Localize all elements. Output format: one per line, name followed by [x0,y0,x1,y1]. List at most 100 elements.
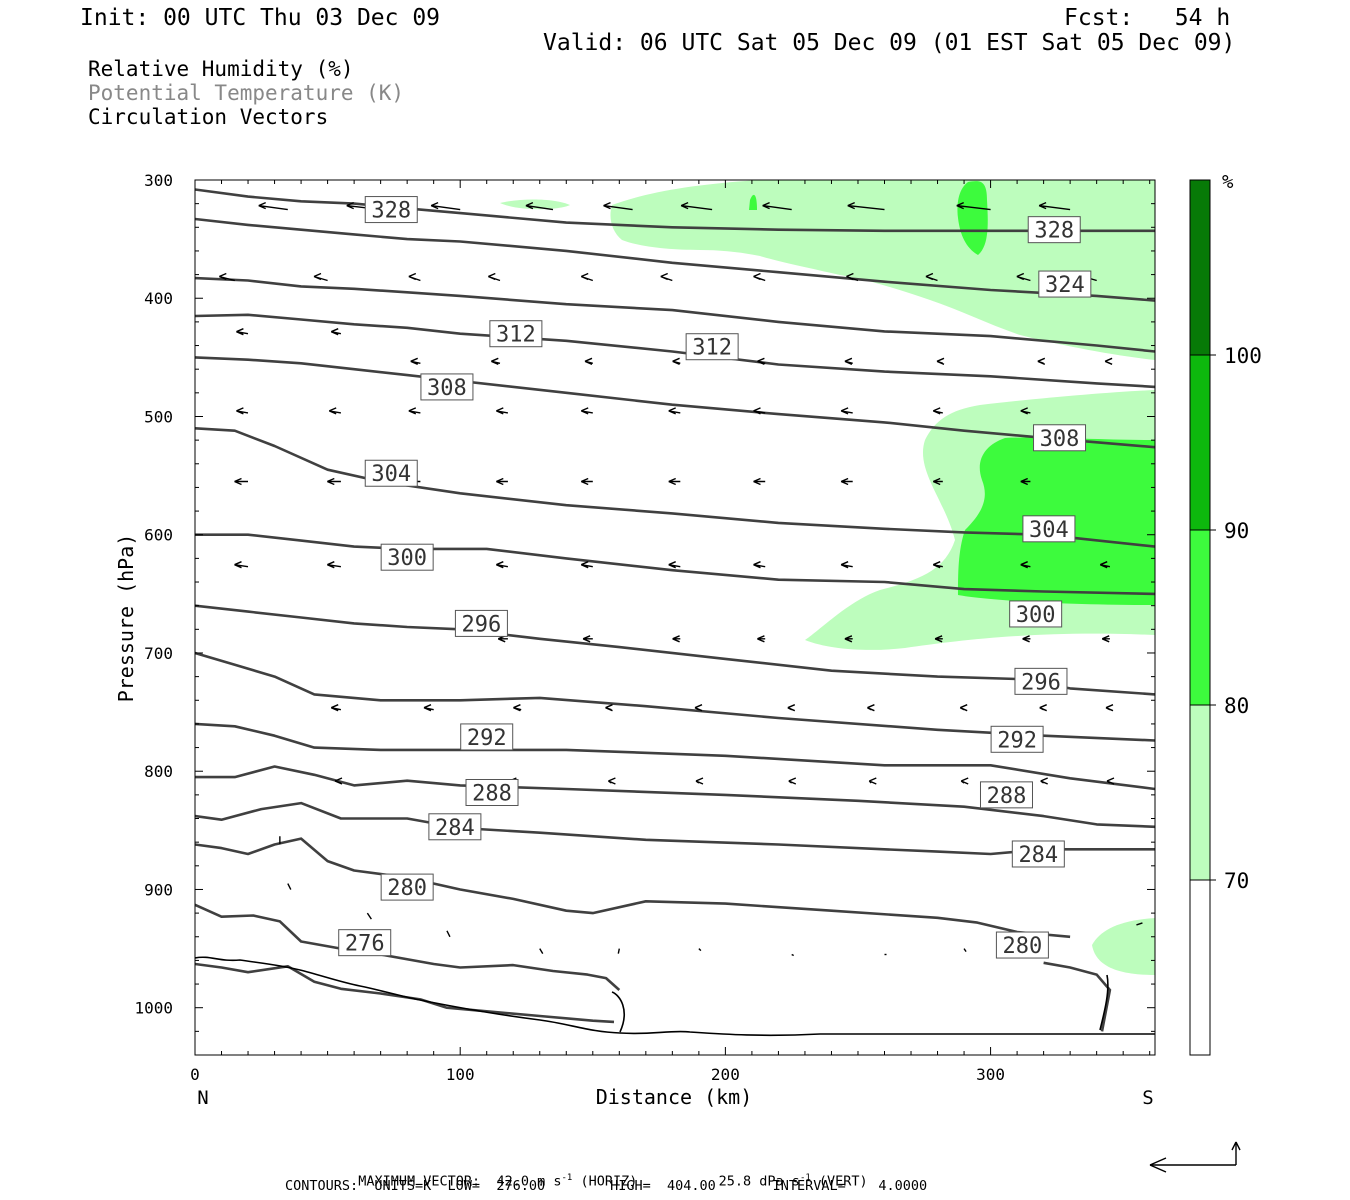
contour-label: 312 [496,323,536,348]
wind-vector [672,357,681,365]
wind-vector [617,948,620,954]
wind-vector [1038,201,1071,211]
wind-vector [660,272,673,282]
contour-label-box [465,779,519,806]
wind-vector [539,948,544,954]
wind-vector [960,777,969,785]
colorbar-segment [1189,879,1211,1056]
wind-vector [925,272,938,282]
contour-label: 276 [345,932,385,957]
colorbar-segment [1189,179,1211,356]
wind-vector [1020,477,1031,486]
y-tick-label: 500 [144,407,173,426]
contour-label-box [380,873,434,901]
wind-vector [1016,272,1031,282]
wind-vector [334,777,343,785]
wind-vector [757,357,766,365]
theta-contour-332 [195,188,1155,233]
contour-label: 324 [1045,273,1085,298]
theta-contour-288 [195,801,1155,856]
wind-vector [668,477,681,486]
wind-vector [791,953,794,957]
colorbar-segment [1189,529,1211,706]
wind-vector [234,561,249,569]
wind-vector [327,561,342,569]
contour-label-box [1033,424,1087,452]
wind-vector [525,201,554,211]
colorbar-level-label: 70 [1224,869,1249,893]
wind-vector [1104,357,1113,365]
contour-label: 308 [427,376,467,401]
wind-vector [846,272,859,282]
wind-vector [582,635,593,643]
contour-label: 300 [1016,603,1056,628]
contour-label: 292 [997,728,1037,753]
max-vector-label: MAXIMUM VECTOR: [358,1173,481,1189]
contour-label-box [428,813,482,841]
wind-vector [446,930,451,938]
wind-vector [959,704,968,712]
x-tick-label: 100 [446,1065,475,1084]
wind-vector [936,357,945,365]
theta-contour-276 [195,962,615,1024]
wind-vector [847,201,885,211]
wind-vector [668,561,681,569]
rh-70-region-small [500,199,570,210]
horiz-tag: (HORIZ) [580,1173,638,1189]
colorbar-segment [1189,354,1211,531]
wind-vector [258,201,288,211]
theta-contour-308 [195,533,1155,596]
wind-vector [695,777,704,785]
wind-vector [698,948,702,952]
wind-vector [753,561,766,569]
circulation-vectors [195,201,1143,957]
wind-vector [605,704,613,712]
theta-contour-300 [195,651,1155,742]
wind-vector [868,777,877,785]
wind-vector [408,407,421,415]
wind-vector [1022,635,1031,643]
rh-80-region-upper [957,181,988,255]
contour-label-box [420,373,474,401]
legend-rh: Relative Humidity (%) [88,57,354,81]
colorbar-level-label: 100 [1224,344,1262,368]
wind-vector [668,407,681,415]
y-tick-label: 400 [144,289,173,308]
wind-vector [496,407,509,415]
wind-vector [496,561,509,569]
wind-vector [491,357,501,365]
valid-time: Valid: 06 UTC Sat 05 Dec 09 (01 EST Sat … [543,30,1236,56]
wind-vector [1037,357,1046,365]
x-tick-label: 300 [976,1065,1005,1084]
wind-vector [488,272,501,282]
wind-vector [584,357,593,365]
wind-vector [753,407,766,415]
wind-vector [1020,407,1031,415]
theta-contour-296 [195,722,1155,791]
max-vector-vert: 25.8 dPa s [718,1173,800,1189]
theta-contour-316 [195,356,1155,449]
wind-vector [410,357,421,365]
contour-label: 328 [1034,219,1074,244]
contour-label-box [1009,600,1063,628]
wind-vector [580,561,593,569]
wind-vector [366,912,372,920]
terrain-outline [195,956,1155,1037]
vert-tag: (VERT) [818,1173,868,1189]
wind-vector [844,635,853,643]
y-axis-title: Pressure (hPa) [114,534,138,703]
theta-contour-280 [195,903,621,991]
colorbar-level-label: 80 [1224,694,1249,718]
contour-label-box [380,543,434,571]
contour-label: 284 [435,816,475,841]
axis-ticks [194,179,1155,1056]
wind-vector [608,777,616,785]
wind-vector [287,883,292,890]
wind-vector [840,561,853,569]
contour-label-box [364,196,418,224]
wind-vector [932,477,943,486]
x-end-label-left: N [197,1087,208,1109]
colorbar-level-label: 90 [1224,519,1249,543]
forecast-hour: Fcst: 54 h [1064,5,1231,31]
wind-vector [757,635,766,643]
